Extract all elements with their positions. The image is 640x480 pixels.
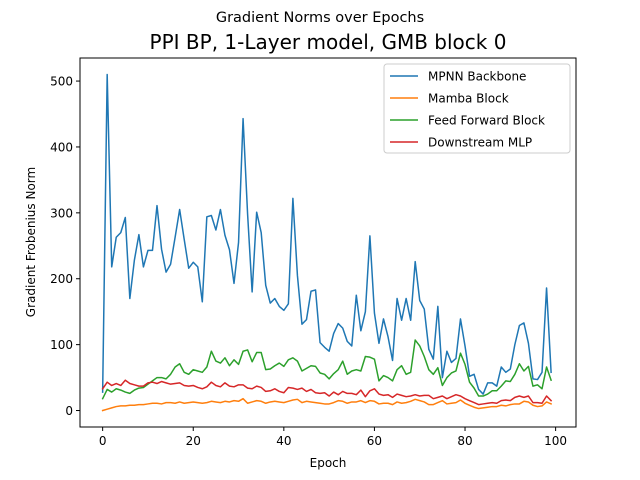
legend: MPNN Backbone Mamba Block Feed Forward Blo… bbox=[383, 63, 571, 154]
x-tick-label: 20 bbox=[186, 434, 201, 448]
y-axis-ticks: 0 100 200 300 400 500 bbox=[50, 75, 80, 418]
legend-label-downstream-mlp: Downstream MLP bbox=[428, 136, 532, 150]
y-tick-label: 200 bbox=[50, 272, 73, 286]
x-axis-ticks: 0 20 40 60 80 100 bbox=[99, 427, 567, 448]
y-tick-label: 500 bbox=[50, 75, 73, 89]
x-tick-label: 80 bbox=[457, 434, 472, 448]
legend-label-feed-forward-block: Feed Forward Block bbox=[428, 114, 545, 128]
y-tick-label: 300 bbox=[50, 206, 73, 220]
chart-title: PPI BP, 1-Layer model, GMB block 0 bbox=[150, 30, 507, 54]
y-tick-label: 100 bbox=[50, 338, 73, 352]
legend-label-mamba-block: Mamba Block bbox=[428, 92, 509, 106]
x-tick-label: 100 bbox=[544, 434, 567, 448]
y-tick-label: 0 bbox=[65, 404, 73, 418]
y-tick-label: 400 bbox=[50, 140, 73, 154]
series-line-downstream-mlp bbox=[101, 379, 553, 406]
x-tick-label: 0 bbox=[99, 434, 107, 448]
series-line-feed-forward-block bbox=[101, 339, 553, 400]
legend-box bbox=[383, 63, 571, 154]
x-tick-label: 40 bbox=[276, 434, 291, 448]
chart-suptitle: Gradient Norms over Epochs bbox=[216, 10, 424, 26]
legend-entries: MPNN Backbone Mamba Block Feed Forward Blo… bbox=[390, 70, 545, 150]
y-axis-label: Gradient Frobenius Norm bbox=[24, 167, 38, 317]
x-tick-label: 60 bbox=[367, 434, 382, 448]
x-axis-label: Epoch bbox=[310, 456, 347, 470]
series-layer bbox=[101, 73, 553, 412]
legend-label-mpnn-backbone: MPNN Backbone bbox=[428, 70, 526, 84]
series-line-mamba-block bbox=[101, 397, 553, 412]
series-line-mpnn-backbone bbox=[101, 73, 552, 395]
axes-frame bbox=[79, 57, 577, 428]
